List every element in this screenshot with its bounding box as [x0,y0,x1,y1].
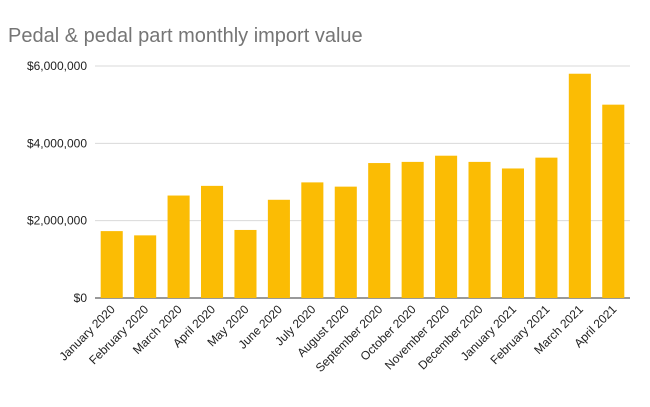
bar [501,168,525,298]
bar [200,185,224,298]
bar [568,73,591,298]
y-tick-label: $0 [74,291,88,305]
bar [535,157,558,298]
bar [435,155,458,298]
bar [468,161,491,298]
bar [234,229,257,298]
bar [267,199,290,298]
bar [368,163,391,298]
y-tick-label: $6,000,000 [27,59,87,73]
bar [401,161,424,298]
bar [167,195,190,298]
bar [134,235,157,298]
bar [100,231,123,298]
bar [301,182,324,298]
chart-title: Pedal & pedal part monthly import value [8,25,363,47]
y-tick-label: $4,000,000 [27,136,87,150]
y-tick-label: $2,000,000 [27,214,87,228]
bar [334,186,357,298]
bar [602,104,625,299]
